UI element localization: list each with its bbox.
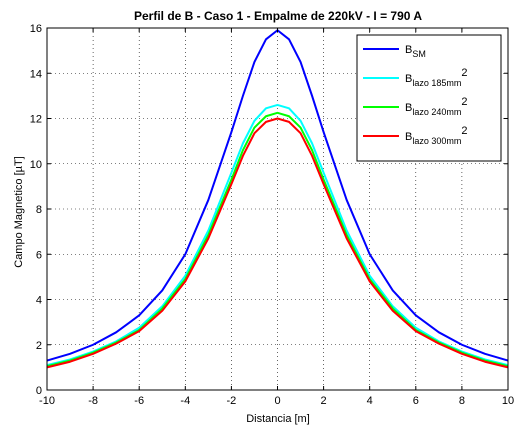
legend-label: Blazo 185mm2: [405, 67, 468, 88]
x-tick-label: -8: [88, 395, 98, 407]
x-tick-label: 6: [413, 395, 419, 407]
legend-item: BSM: [363, 44, 426, 59]
y-tick-label: 6: [36, 249, 42, 261]
x-tick-label: -6: [134, 395, 144, 407]
x-tick-label: 2: [321, 395, 327, 407]
y-axis-title: Campo Magnetico [µT]: [13, 156, 25, 268]
y-tick-label: 8: [36, 204, 42, 216]
y-tick-label: 10: [30, 159, 42, 171]
legend-label: BSM: [405, 44, 426, 59]
x-tick-label: 8: [459, 395, 465, 407]
y-tick-label: 12: [30, 114, 42, 126]
ticks: [46, 27, 509, 391]
y-tick-label: 2: [36, 340, 42, 352]
tick-labels: -10 -8 -6 -4 -2 0 2 4 6 8 10 0 2 4 6 8 10 12 14 16: [30, 23, 514, 407]
legend-label: Blazo 300mm2: [405, 125, 468, 146]
legend: BSM Blazo 185mm2 Blazo 240mm2 Blazo 300mm2: [356, 34, 502, 162]
x-tick-label: 4: [367, 395, 373, 407]
y-tick-label: 16: [30, 23, 42, 35]
legend-label: Blazo 240mm2: [405, 96, 468, 117]
series-line-4: [46, 117, 509, 369]
y-tick-label: 0: [36, 385, 42, 397]
x-axis-title: Distancia [m]: [246, 413, 310, 425]
x-tick-label: 10: [502, 395, 514, 407]
y-tick-label: 4: [36, 295, 42, 307]
legend-item: Blazo 185mm2: [363, 67, 468, 88]
x-tick-label: -10: [39, 395, 55, 407]
x-tick-label: 0: [274, 395, 280, 407]
chart-title: Perfil de B - Caso 1 - Empalme de 220kV …: [134, 9, 422, 23]
y-tick-label: 14: [30, 68, 42, 80]
x-tick-label: -2: [227, 395, 237, 407]
legend-box: [356, 34, 502, 162]
series-line-2: [46, 103, 509, 367]
legend-item: Blazo 240mm2: [363, 96, 468, 117]
legend-item: Blazo 300mm2: [363, 125, 468, 146]
x-tick-label: -4: [180, 395, 190, 407]
